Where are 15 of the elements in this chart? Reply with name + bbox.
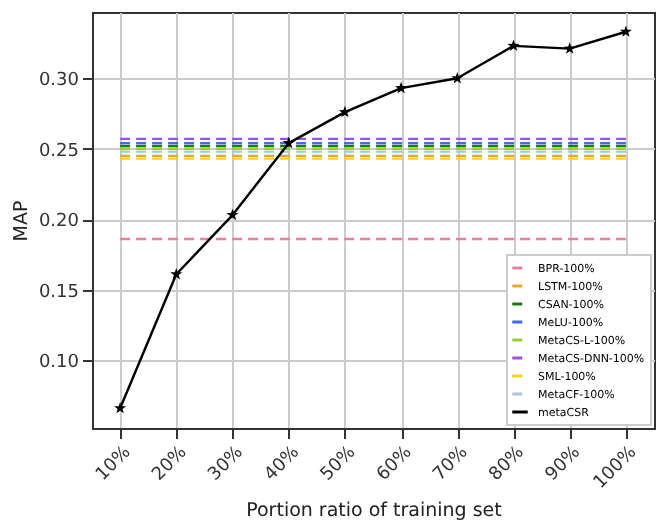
x-axis-title: Portion ratio of training set — [246, 500, 503, 523]
point — [170, 267, 183, 280]
point — [114, 401, 127, 414]
point — [451, 71, 464, 84]
y-tick-label: 0.20 — [38, 212, 80, 233]
y-tick-label: 0.10 — [38, 353, 80, 374]
point — [226, 208, 239, 221]
point — [282, 136, 295, 149]
y-tick-label: 0.15 — [38, 282, 79, 303]
point — [507, 39, 520, 51]
y-tick-label: 0.25 — [38, 141, 79, 162]
y-tick-label: 0.30 — [38, 71, 80, 92]
point — [619, 25, 632, 37]
point — [338, 105, 351, 118]
y-axis-title: MAP — [10, 200, 33, 242]
